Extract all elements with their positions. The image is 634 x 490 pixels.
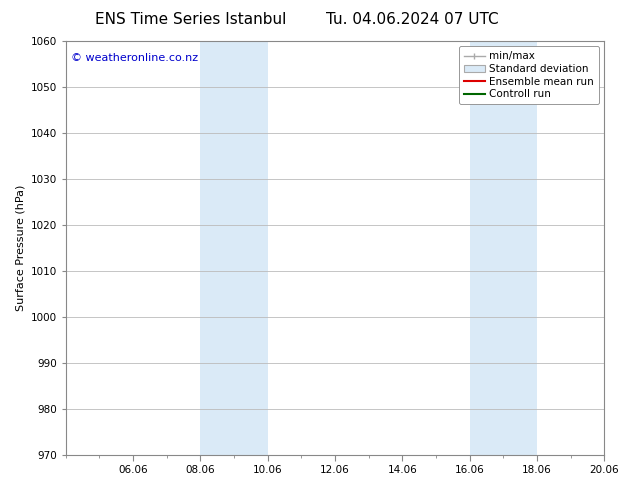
- Bar: [200, 41, 268, 455]
- Text: © weatheronline.co.nz: © weatheronline.co.nz: [71, 53, 198, 64]
- Y-axis label: Surface Pressure (hPa): Surface Pressure (hPa): [15, 185, 25, 311]
- Bar: [470, 41, 537, 455]
- Text: ENS Time Series Istanbul: ENS Time Series Istanbul: [94, 12, 286, 27]
- Text: Tu. 04.06.2024 07 UTC: Tu. 04.06.2024 07 UTC: [326, 12, 498, 27]
- Legend: min/max, Standard deviation, Ensemble mean run, Controll run: min/max, Standard deviation, Ensemble me…: [459, 46, 599, 104]
